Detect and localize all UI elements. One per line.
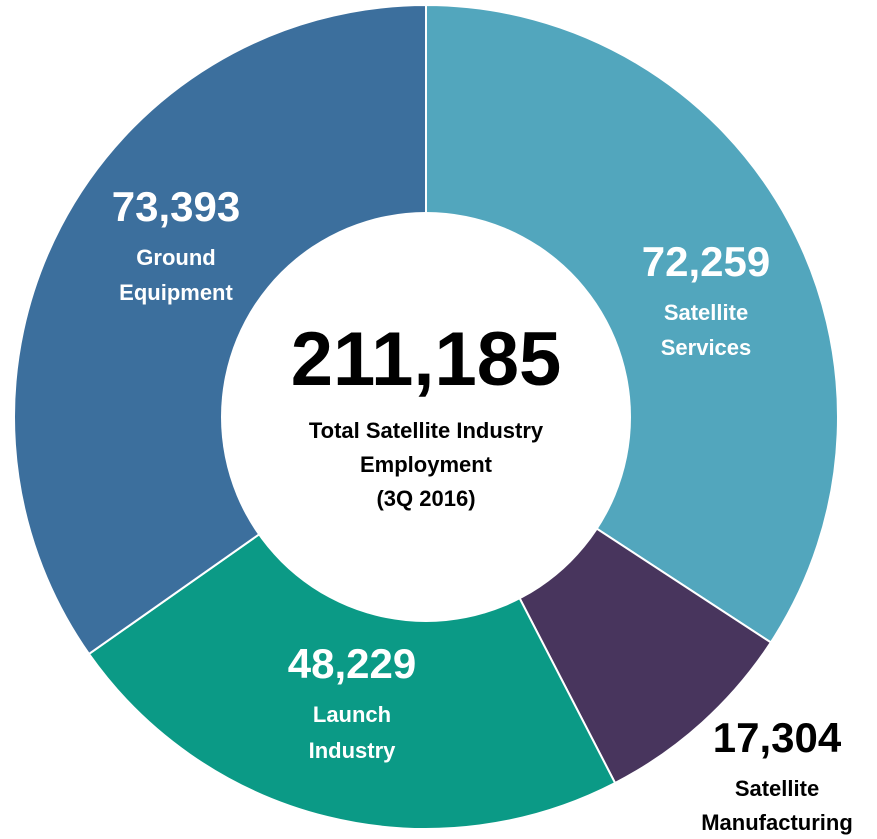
center-label-line-2: Employment — [360, 452, 493, 477]
slice-value-launch-industry: 48,229 — [288, 640, 416, 687]
slice-launch-industry — [87, 415, 617, 830]
slice-label-ground-equipment-line-2: Equipment — [119, 280, 233, 305]
center-total-value: 211,185 — [291, 317, 562, 402]
slice-label-satellite-manufacturing-line-1: Satellite — [735, 776, 819, 801]
slice-value-satellite-manufacturing: 17,304 — [713, 714, 842, 761]
center-label-line-1: Total Satellite Industry — [309, 418, 544, 443]
slice-label-launch-industry-line-1: Launch — [313, 702, 391, 727]
donut-hole — [221, 212, 631, 622]
slice-value-ground-equipment: 73,393 — [112, 183, 240, 230]
slice-value-satellite-services: 72,259 — [642, 238, 770, 285]
slice-label-satellite-manufacturing-line-2: Manufacturing — [701, 810, 853, 835]
slice-label-satellite-services-line-2: Services — [661, 335, 752, 360]
slice-label-satellite-services-line-1: Satellite — [664, 300, 748, 325]
slice-ground-equipment — [13, 3, 427, 656]
slice-label-launch-industry-line-2: Industry — [309, 738, 397, 763]
center-label-line-3: (3Q 2016) — [376, 486, 475, 511]
slice-label-ground-equipment-line-1: Ground — [136, 245, 215, 270]
